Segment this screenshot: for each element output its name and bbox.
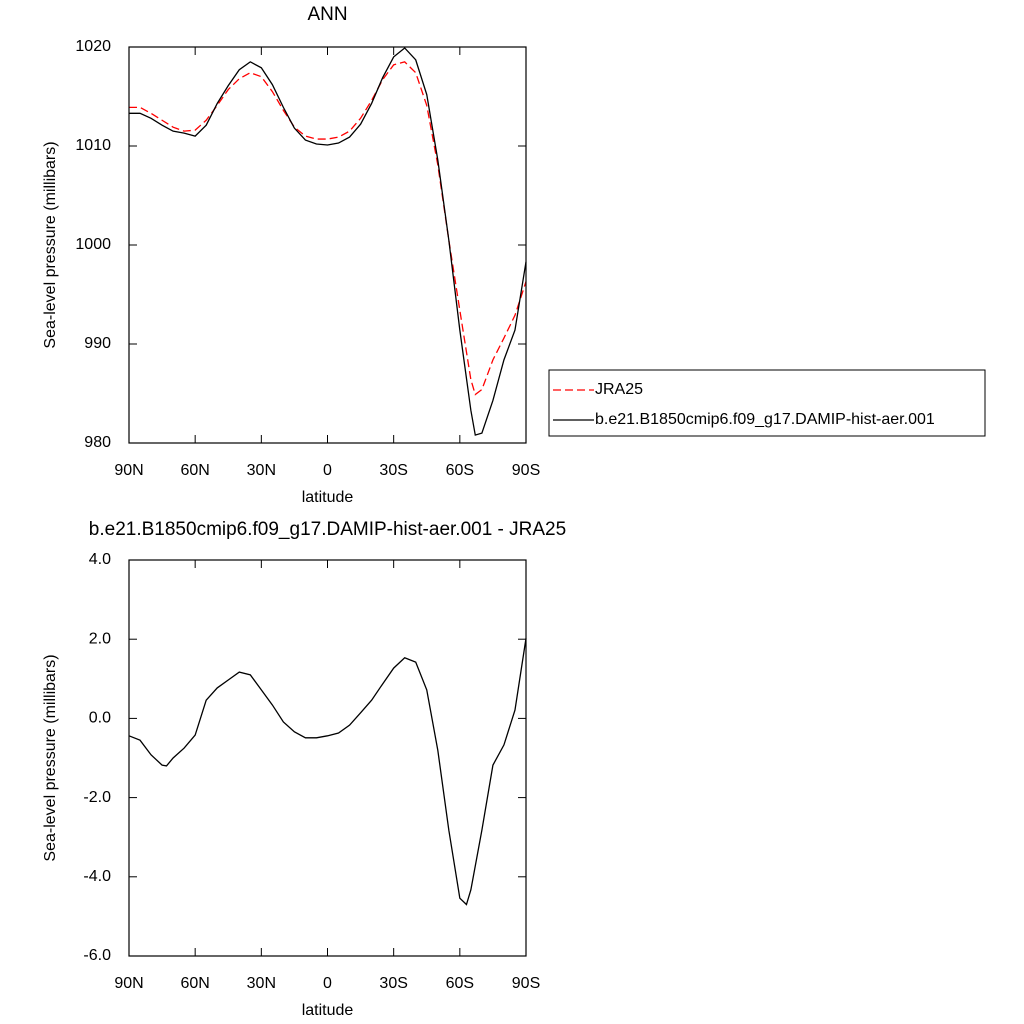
legend: JRA25 b.e21.B1850cmip6.f09_g17.DAMIP-hist… bbox=[548, 369, 986, 437]
chart-title: b.e21.B1850cmip6.f09_g17.DAMIP-hist-aer.… bbox=[89, 519, 566, 540]
y-axis-label: Sea-level pressure (millibars) bbox=[42, 654, 59, 861]
x-tick-label: 90S bbox=[512, 462, 540, 479]
y-tick-label: 1010 bbox=[75, 137, 111, 154]
x-tick-label: 30S bbox=[379, 462, 407, 479]
x-tick-label: 60N bbox=[180, 975, 209, 992]
x-axis-label: latitude bbox=[302, 1002, 354, 1019]
y-tick-label: -4.0 bbox=[83, 868, 111, 885]
y-tick-label: 980 bbox=[84, 434, 111, 451]
x-tick-label: 0 bbox=[323, 462, 332, 479]
y-axis-label: Sea-level pressure (millibars) bbox=[42, 141, 59, 348]
x-tick-label: 90N bbox=[114, 975, 143, 992]
x-tick-label: 30N bbox=[247, 462, 276, 479]
legend-frame bbox=[548, 369, 986, 437]
x-tick-label: 60S bbox=[446, 975, 474, 992]
y-tick-label: 4.0 bbox=[89, 551, 111, 568]
data-line bbox=[128, 638, 527, 906]
y-tick-label: 0.0 bbox=[89, 710, 111, 727]
plot-frame bbox=[128, 46, 527, 444]
x-tick-label: 60N bbox=[180, 462, 209, 479]
x-tick-label: 0 bbox=[323, 975, 332, 992]
y-tick-label: 2.0 bbox=[89, 630, 111, 647]
plot-frame bbox=[128, 559, 527, 957]
x-tick-label: 90N bbox=[114, 462, 143, 479]
data-line bbox=[129, 61, 527, 396]
y-tick-label: -6.0 bbox=[83, 947, 111, 964]
data-line bbox=[129, 47, 527, 436]
x-axis-label: latitude bbox=[302, 489, 354, 506]
y-tick-label: 1000 bbox=[75, 236, 111, 253]
x-tick-label: 60S bbox=[446, 462, 474, 479]
legend-label: b.e21.B1850cmip6.f09_g17.DAMIP-hist-aer.… bbox=[595, 411, 935, 428]
y-tick-label: 1020 bbox=[75, 38, 111, 55]
y-tick-label: -2.0 bbox=[83, 789, 111, 806]
x-tick-label: 30N bbox=[247, 975, 276, 992]
legend-label: JRA25 bbox=[595, 381, 643, 398]
x-tick-label: 30S bbox=[379, 975, 407, 992]
y-tick-label: 990 bbox=[84, 335, 111, 352]
x-tick-label: 90S bbox=[512, 975, 540, 992]
chart-title: ANN bbox=[307, 4, 347, 25]
